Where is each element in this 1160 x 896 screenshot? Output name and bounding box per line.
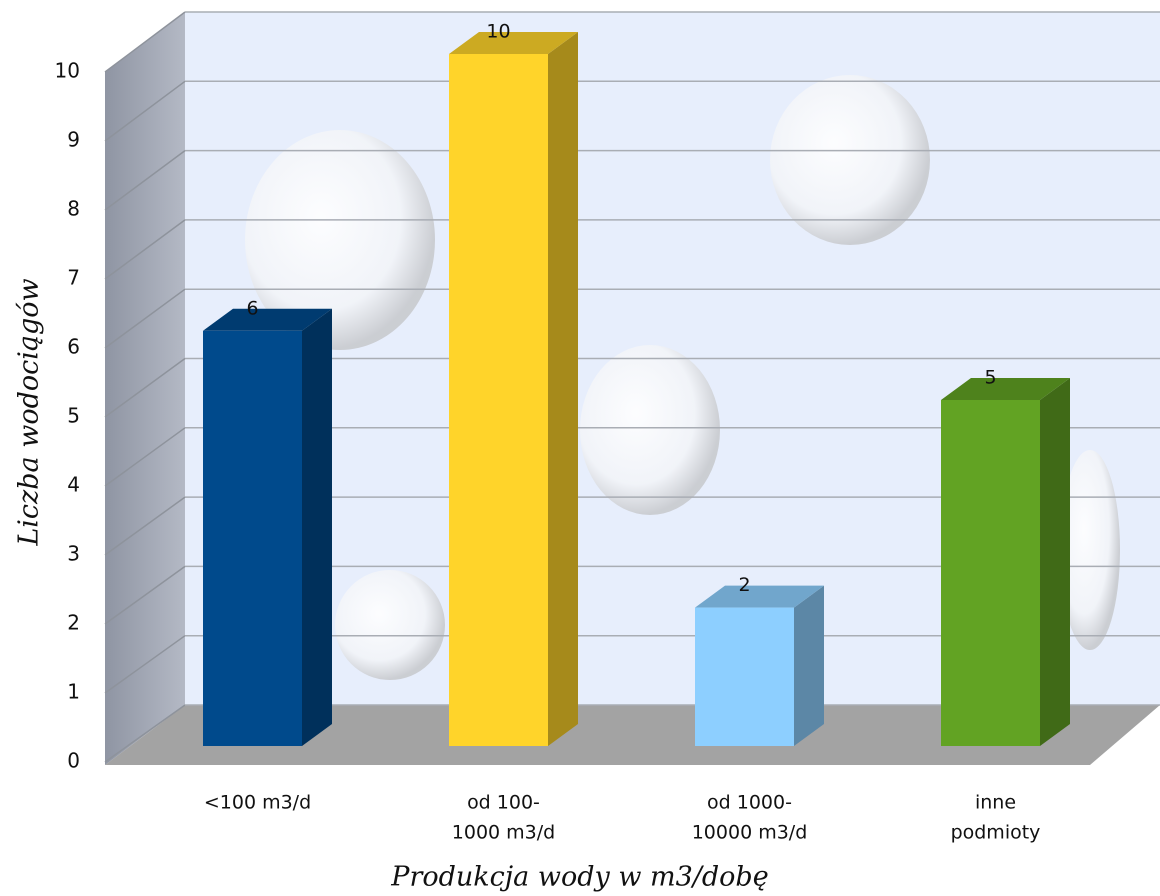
grid-line <box>104 11 186 73</box>
bar-top <box>203 308 332 331</box>
floor <box>105 705 1160 765</box>
bar-top <box>695 585 824 608</box>
grid-line <box>104 427 186 487</box>
y-tick-label: 2 <box>67 611 80 635</box>
y-axis-title: Liczba wodociągów <box>14 278 45 546</box>
y-tick-label: 7 <box>67 266 80 290</box>
y-tick-label: 1 <box>67 680 80 704</box>
decoration <box>245 75 1120 680</box>
bar <box>449 54 548 746</box>
grid-line <box>104 149 186 211</box>
y-tick-label: 8 <box>67 197 80 221</box>
x-tick-label: od 1000- <box>707 792 792 814</box>
grid-line <box>104 496 186 556</box>
bar-side <box>1040 378 1070 746</box>
bar-side <box>794 585 824 746</box>
x-tick-label: 10000 m3/d <box>692 822 808 844</box>
grid-line <box>104 80 186 142</box>
value-label: 6 <box>246 297 258 319</box>
y-tick-label: 6 <box>67 335 80 359</box>
bars: 6 <100 m3/d 10 od 100- 1000 m3/d 2 od 1000- 100… <box>203 21 1070 844</box>
x-tick-label: podmioty <box>951 822 1041 844</box>
grid-line <box>104 635 186 694</box>
value-label: 5 <box>984 367 996 389</box>
grid-line <box>104 357 186 418</box>
grid-line <box>104 219 186 280</box>
y-tick-label: 10 <box>55 59 80 83</box>
drop <box>580 345 720 515</box>
x-axis-title: Produkcja wody w m3/dobę <box>390 862 768 893</box>
y-tick-label: 4 <box>67 473 80 497</box>
y-tick-label: 3 <box>67 542 80 566</box>
bar <box>941 400 1040 746</box>
bar-top <box>941 378 1070 400</box>
x-tick-label: od 100- <box>467 792 540 814</box>
bar-top <box>449 32 578 54</box>
drop <box>1060 450 1120 650</box>
bar <box>203 330 302 746</box>
grid-line <box>104 704 186 763</box>
x-tick-label: inne <box>975 792 1016 814</box>
grid-line <box>104 565 186 625</box>
grid: 0 1 2 3 4 5 6 7 8 9 10 <box>55 11 1160 773</box>
x-tick-label: 1000 m3/d <box>452 822 555 844</box>
value-label: 10 <box>486 21 510 43</box>
value-label: 2 <box>738 574 750 596</box>
drop <box>770 75 930 245</box>
y-tick-label: 9 <box>67 128 80 152</box>
bar <box>695 607 794 746</box>
y-tick-label: 5 <box>67 404 80 428</box>
grid-line <box>104 288 186 349</box>
x-tick-label: <100 m3/d <box>204 792 311 814</box>
drop <box>335 570 445 680</box>
bar-side <box>302 308 332 746</box>
drop <box>245 130 435 350</box>
bar-side <box>548 32 578 746</box>
y-tick-label: 0 <box>67 749 80 773</box>
